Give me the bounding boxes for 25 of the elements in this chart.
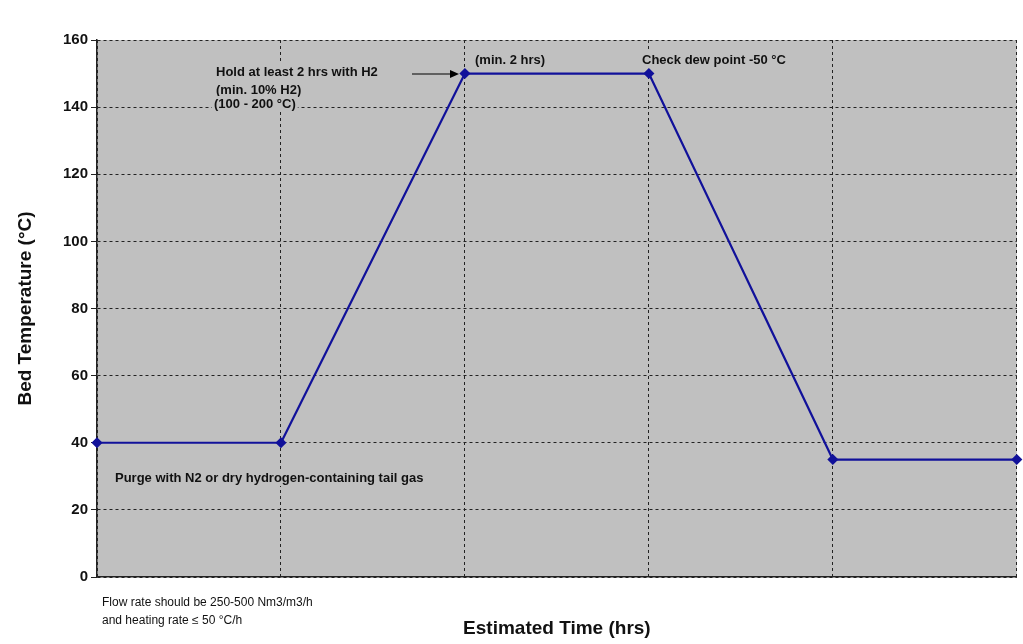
- annotation: (min. 2 hrs): [475, 51, 546, 67]
- y-tick-label: 140: [62, 97, 88, 115]
- y-tick-label: 20: [71, 500, 88, 518]
- point: [827, 454, 838, 465]
- y-axis-title: Bed Temperature (°C): [13, 211, 35, 406]
- point: [1011, 454, 1022, 465]
- y-tick-label: 100: [62, 231, 88, 249]
- point: [643, 68, 654, 79]
- y-tick-label: 80: [71, 298, 88, 316]
- text: and heating rate ≤ 50 °C/h: [102, 613, 243, 628]
- y-tick-label: 120: [62, 164, 88, 182]
- annotation: (100 - 200 °C): [214, 95, 296, 111]
- annotation: (min. 10% H2): [216, 81, 302, 97]
- point: [91, 437, 103, 448]
- x-axis-title: Estimated Time (hrs): [463, 616, 651, 638]
- annotation: Purge with N2 or dry hydrogen-containing tail gas: [115, 469, 424, 485]
- y-tick-label: 0: [79, 567, 88, 585]
- y-tick-label: 60: [71, 365, 88, 383]
- y-tick-label: 160: [62, 30, 88, 48]
- text: Flow rate should be 250-500 Nm3/m3/h: [102, 595, 313, 610]
- point: [459, 68, 471, 79]
- annotation: Check dew point -50 °C: [642, 51, 787, 67]
- y-tick-label: 40: [71, 432, 88, 450]
- annotation: Hold at least 2 hrs with H2: [216, 63, 378, 79]
- point: [275, 437, 287, 448]
